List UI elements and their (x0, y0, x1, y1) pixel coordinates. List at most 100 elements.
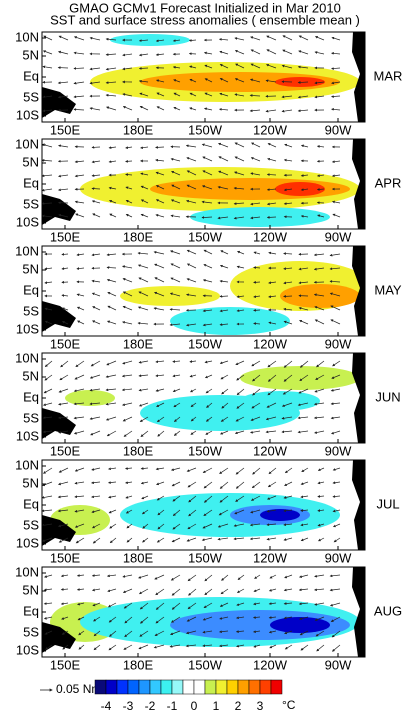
stress-vector (299, 319, 309, 325)
stress-vector (253, 602, 261, 606)
stress-vector (156, 106, 165, 111)
anomaly-region (275, 182, 325, 196)
stress-vector (266, 402, 277, 408)
stress-vector (221, 402, 229, 409)
stress-vector (284, 630, 293, 635)
stress-vector (106, 360, 117, 366)
stress-vector (109, 630, 117, 637)
stress-vector (42, 188, 53, 192)
stress-vector (267, 143, 277, 148)
map-panel (42, 353, 365, 443)
stress-vector (186, 467, 197, 472)
stress-vector (125, 481, 133, 484)
stress-vector (125, 467, 133, 470)
stress-vector (155, 602, 165, 610)
stress-vector (299, 630, 309, 636)
stress-vector (201, 216, 213, 219)
stress-vector (92, 213, 101, 218)
stress-vector (172, 523, 181, 530)
lon-label: 90W (325, 336, 352, 351)
stress-vector (157, 430, 165, 437)
stress-vector (281, 402, 293, 407)
stress-vector (137, 306, 149, 311)
stress-vector (233, 537, 245, 541)
stress-vector (74, 200, 85, 204)
stress-vector (155, 467, 165, 471)
stress-vector (76, 267, 85, 270)
stress-vector (60, 574, 69, 578)
stress-vector (217, 537, 229, 541)
stress-vector (89, 374, 101, 379)
stress-vector (77, 602, 85, 606)
stress-vector (93, 630, 101, 637)
stress-vector (186, 184, 197, 190)
lon-label: 150W (188, 122, 223, 137)
map-panel (42, 246, 365, 336)
stress-vector (331, 200, 341, 204)
stress-vector (189, 107, 197, 111)
stress-vector (92, 306, 101, 311)
stress-vector (283, 509, 293, 513)
stress-vector (187, 602, 197, 610)
stress-vector (266, 495, 277, 500)
stress-vector (266, 523, 277, 527)
lat-label: 10N (15, 29, 39, 44)
colorbar-tick-label: -2 (145, 699, 156, 713)
stress-vector (283, 537, 293, 541)
stress-vector (171, 588, 181, 596)
stress-vector (45, 644, 53, 650)
stress-vector (331, 630, 341, 638)
stress-vector (297, 81, 309, 84)
stress-vector (249, 537, 261, 541)
stress-vector (42, 537, 53, 542)
stress-vector (204, 360, 213, 364)
stress-vector (300, 174, 309, 177)
lon-label: 90W (325, 122, 352, 137)
stress-vector (203, 602, 213, 609)
land (352, 460, 365, 550)
stress-vector (265, 416, 277, 421)
stress-vector (268, 602, 277, 605)
stress-vector (153, 644, 165, 649)
stress-vector (315, 374, 325, 380)
stress-vector (76, 574, 85, 577)
stress-vector (172, 39, 181, 43)
stress-vector (250, 36, 261, 41)
stress-vector (108, 199, 117, 204)
stress-vector (201, 200, 213, 204)
stress-vector (105, 388, 117, 392)
stress-vector (123, 644, 133, 650)
stress-vector (298, 588, 309, 592)
anomaly-region (280, 284, 360, 308)
stress-vector (122, 360, 133, 365)
month-label: JUN (375, 389, 400, 404)
stress-vector (331, 36, 341, 41)
stress-vector (105, 374, 117, 378)
stress-vector (124, 616, 133, 624)
stress-vector (169, 292, 181, 297)
stress-vector (155, 158, 165, 162)
stress-vector (234, 430, 245, 435)
stress-vector (58, 144, 69, 148)
month-label: AUG (374, 603, 402, 618)
stress-vector (298, 616, 309, 620)
stress-vector (203, 509, 213, 516)
stress-vector (123, 430, 133, 437)
stress-vector (331, 107, 341, 111)
stress-vector (283, 602, 293, 605)
stress-vector (108, 146, 117, 149)
stress-vector (73, 388, 85, 393)
stress-vector (142, 537, 149, 543)
stress-vector (42, 430, 53, 434)
stress-vector (122, 67, 133, 71)
lat-label: 10S (16, 428, 39, 443)
lat-label: 5S (23, 303, 39, 318)
stress-vector (106, 574, 117, 578)
stress-vector (299, 374, 309, 382)
lon-label: 90W (325, 443, 352, 458)
stress-vector (60, 602, 69, 606)
stress-vector (107, 588, 117, 593)
stress-vector (298, 388, 309, 394)
stress-vector (236, 402, 245, 409)
stress-vector (156, 402, 165, 407)
